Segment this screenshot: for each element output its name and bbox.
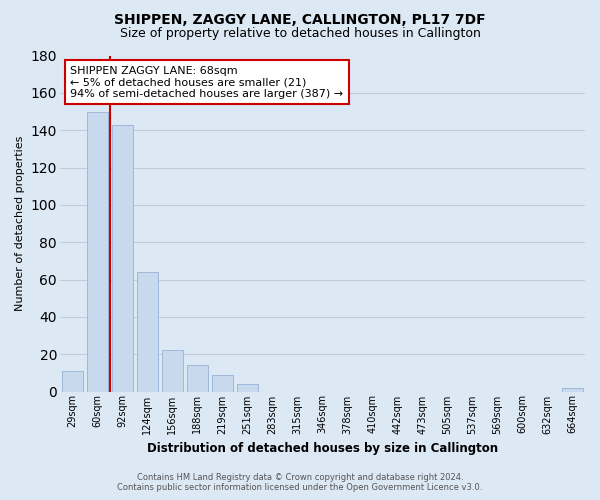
Bar xyxy=(162,350,183,392)
Text: SHIPPEN ZAGGY LANE: 68sqm
← 5% of detached houses are smaller (21)
94% of semi-d: SHIPPEN ZAGGY LANE: 68sqm ← 5% of detach… xyxy=(70,66,343,99)
Bar xyxy=(87,112,108,392)
X-axis label: Distribution of detached houses by size in Callington: Distribution of detached houses by size … xyxy=(147,442,498,455)
Bar xyxy=(237,384,258,392)
Y-axis label: Number of detached properties: Number of detached properties xyxy=(15,136,25,311)
Text: SHIPPEN, ZAGGY LANE, CALLINGTON, PL17 7DF: SHIPPEN, ZAGGY LANE, CALLINGTON, PL17 7D… xyxy=(114,12,486,26)
Text: Size of property relative to detached houses in Callington: Size of property relative to detached ho… xyxy=(119,28,481,40)
Bar xyxy=(562,388,583,392)
Bar xyxy=(212,374,233,392)
Text: Contains HM Land Registry data © Crown copyright and database right 2024.
Contai: Contains HM Land Registry data © Crown c… xyxy=(118,473,482,492)
Bar xyxy=(62,371,83,392)
Bar xyxy=(137,272,158,392)
Bar xyxy=(112,124,133,392)
Bar xyxy=(187,366,208,392)
